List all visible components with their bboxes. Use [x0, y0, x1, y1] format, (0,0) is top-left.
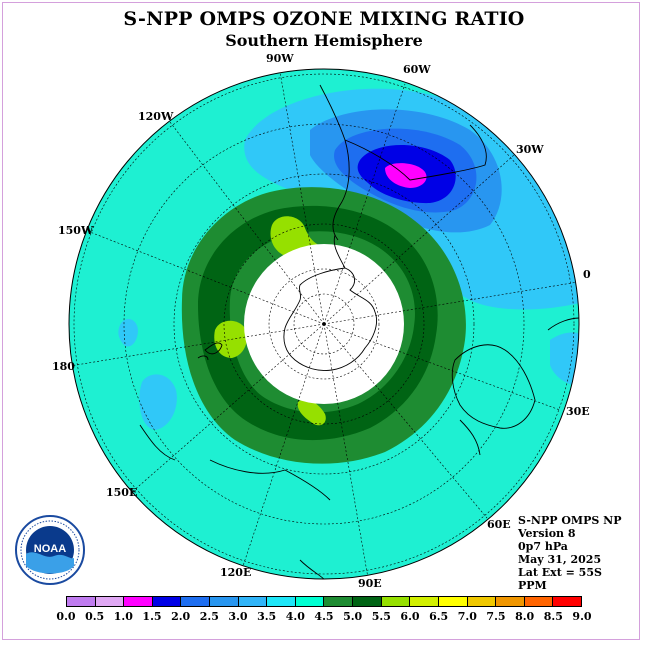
colorbar-tick-label: 4.5: [314, 610, 334, 623]
noaa-logo: NOAA: [15, 515, 85, 585]
noaa-logo-text: NOAA: [34, 543, 66, 555]
lon-label-30e: 30E: [566, 405, 590, 418]
colorbar-tick-label: 0.0: [56, 610, 76, 623]
colorbar-tick-label: 6.0: [400, 610, 420, 623]
product-info: S-NPP OMPS NP Version 8 0p7 hPa May 31, …: [518, 514, 621, 592]
colorbar: [66, 596, 582, 607]
colorbar-swatch: [67, 597, 96, 606]
info-pressure: 0p7 hPa: [518, 540, 568, 553]
colorbar-swatch: [124, 597, 153, 606]
south-pole-marker: [322, 322, 326, 326]
ozone-patch-east: [550, 332, 579, 387]
colorbar-swatch: [295, 597, 325, 606]
coastlines: [139, 84, 579, 579]
lon-label-180: 180: [52, 360, 75, 373]
colorbar-swatch: [181, 597, 211, 606]
colorbar-swatch: [381, 597, 411, 606]
colorbar-tick-label: 4.0: [285, 610, 305, 623]
lon-label-60w: 60W: [403, 63, 431, 76]
map-subtitle: Southern Hemisphere: [225, 31, 423, 50]
lon-label-150e: 150E: [106, 486, 138, 499]
meridians: [69, 71, 579, 579]
colorbar-tick-label: 3.0: [228, 610, 248, 623]
colorbar-tick-label: 2.5: [199, 610, 219, 623]
colorbar-tick-label: 2.0: [171, 610, 191, 623]
lon-label-60e: 60E: [487, 518, 511, 531]
info-units: PPM: [518, 579, 547, 592]
colorbar-swatch: [553, 597, 581, 606]
colorbar-swatch: [353, 597, 382, 606]
colorbar-tick-label: 3.5: [257, 610, 277, 623]
colorbar-tick-label: 8.0: [515, 610, 535, 623]
ozone-patch-west: [139, 374, 177, 430]
colorbar-tick-label: 9.0: [572, 610, 592, 623]
colorbar-tick-label: 7.0: [457, 610, 477, 623]
colorbar-swatch: [324, 597, 354, 606]
colorbar-swatch: [95, 597, 125, 606]
ozone-contour-5-5-west: [214, 320, 247, 358]
map-boundary: [68, 68, 580, 580]
colorbar-tick-label: 5.5: [371, 610, 391, 623]
info-instrument: S-NPP OMPS NP: [518, 514, 622, 527]
lon-label-90e: 90E: [358, 577, 382, 590]
colorbar-swatch: [152, 597, 182, 606]
colorbar-swatch: [467, 597, 497, 606]
colorbar-swatch: [210, 597, 239, 606]
lon-label-0: 0: [583, 268, 591, 281]
colorbar-swatch: [410, 597, 439, 606]
colorbar-tick-label: 8.5: [543, 610, 563, 623]
colorbar-tick-label: 1.5: [142, 610, 162, 623]
colorbar-swatch: [496, 597, 525, 606]
lon-label-30w: 30W: [516, 143, 544, 156]
colorbar-tick-label: 5.0: [343, 610, 363, 623]
colorbar-tick-label: 6.5: [429, 610, 449, 623]
ozone-patch-small: [118, 318, 138, 347]
map-title: S-NPP OMPS OZONE MIXING RATIO: [123, 8, 525, 30]
colorbar-swatch: [438, 597, 468, 606]
ozone-contour-5-5-south: [297, 399, 326, 426]
info-date: May 31, 2025: [518, 553, 602, 566]
info-lat-extent: Lat Ext = 55S: [518, 566, 602, 579]
info-version: Version 8: [518, 527, 576, 540]
lon-label-150w: 150W: [58, 224, 94, 237]
lon-label-120w: 120W: [138, 110, 174, 123]
colorbar-tick-label: 7.5: [486, 610, 506, 623]
lon-label-90w: 90W: [266, 52, 294, 65]
colorbar-tick-label: 0.5: [85, 610, 105, 623]
lon-label-120e: 120E: [220, 566, 252, 579]
latitude-circles: [73, 73, 575, 575]
colorbar-swatch: [524, 597, 554, 606]
colorbar-tick-label: 1.0: [113, 610, 133, 623]
colorbar-swatch: [267, 597, 296, 606]
colorbar-swatch: [238, 597, 268, 606]
